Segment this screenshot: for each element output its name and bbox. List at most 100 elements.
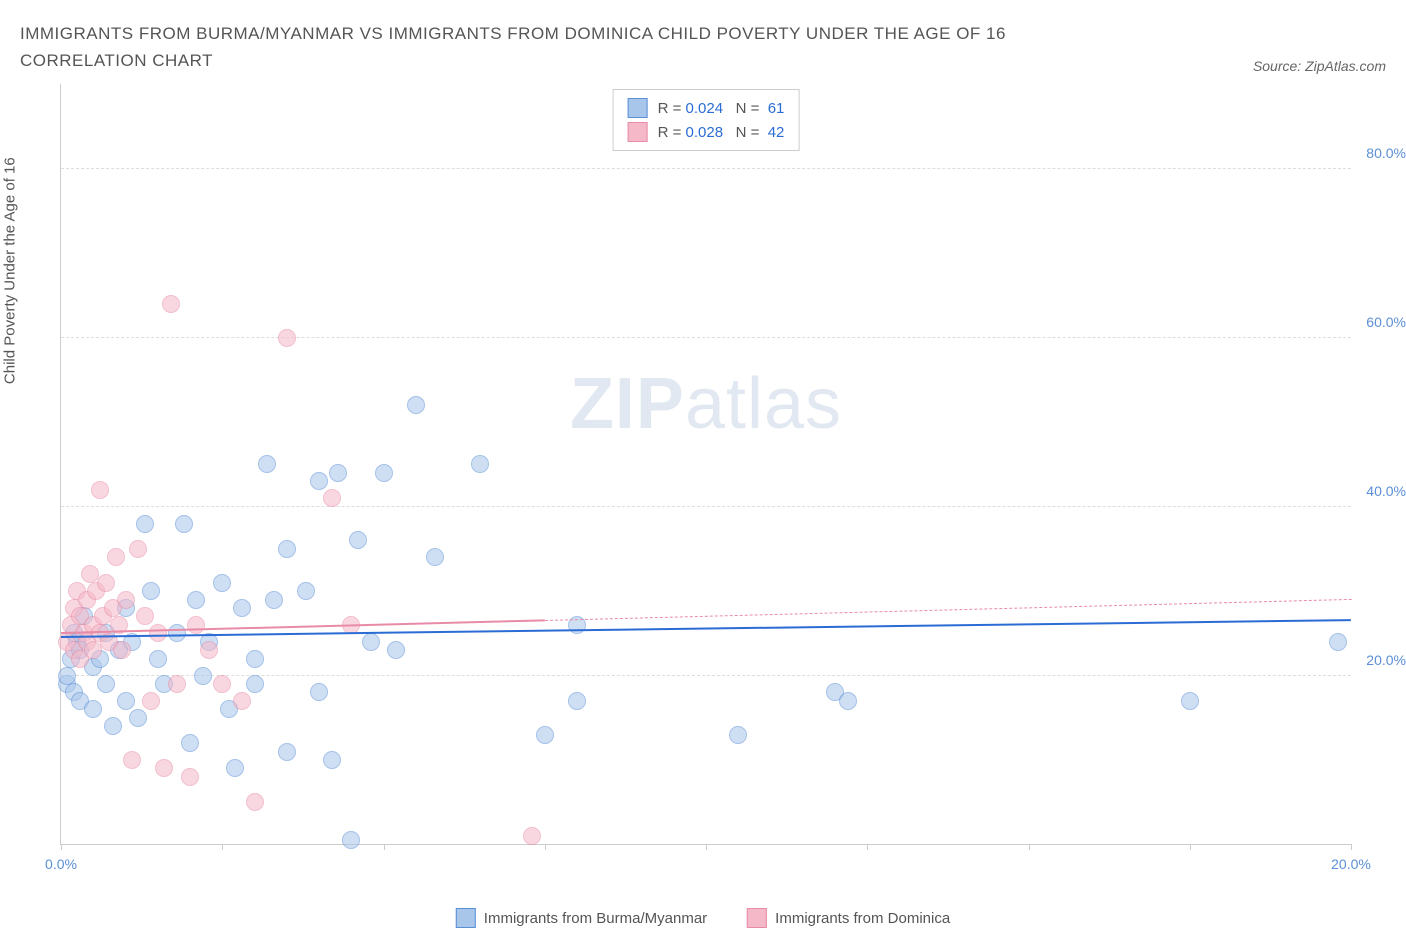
data-point: [1329, 633, 1347, 651]
y-axis-label: Child Poverty Under the Age of 16: [2, 158, 19, 385]
data-point: [246, 675, 264, 693]
data-point: [117, 591, 135, 609]
legend-label: Immigrants from Dominica: [775, 910, 950, 927]
gridline: [61, 506, 1351, 507]
data-point: [129, 709, 147, 727]
series-legend: Immigrants from Burma/Myanmar Immigrants …: [456, 908, 950, 928]
gridline: [61, 168, 1351, 169]
legend-item: Immigrants from Burma/Myanmar: [456, 908, 707, 928]
data-point: [536, 726, 554, 744]
source-label: Source: ZipAtlas.com: [1253, 58, 1386, 74]
data-point: [407, 396, 425, 414]
legend-row: R = 0.024 N = 61: [628, 96, 785, 120]
y-tick-label: 20.0%: [1366, 652, 1406, 668]
x-tick: [61, 844, 62, 850]
data-point: [104, 717, 122, 735]
x-tick: [545, 844, 546, 850]
data-point: [142, 582, 160, 600]
data-point: [142, 692, 160, 710]
data-point: [91, 481, 109, 499]
data-point: [323, 751, 341, 769]
data-point: [426, 548, 444, 566]
data-point: [1181, 692, 1199, 710]
data-point: [362, 633, 380, 651]
data-point: [149, 624, 167, 642]
legend-swatch: [628, 98, 648, 118]
x-tick-label: 20.0%: [1331, 856, 1371, 872]
data-point: [729, 726, 747, 744]
legend-swatch: [747, 908, 767, 928]
chart-container: Child Poverty Under the Age of 16 ZIPatl…: [20, 84, 1386, 894]
data-point: [213, 574, 231, 592]
data-point: [258, 455, 276, 473]
data-point: [310, 683, 328, 701]
data-point: [278, 329, 296, 347]
legend-label: Immigrants from Burma/Myanmar: [484, 910, 707, 927]
x-tick: [1351, 844, 1352, 850]
data-point: [278, 743, 296, 761]
trend-line: [545, 598, 1351, 620]
data-point: [175, 515, 193, 533]
data-point: [471, 455, 489, 473]
legend-row: R = 0.028 N = 42: [628, 120, 785, 144]
data-point: [265, 591, 283, 609]
data-point: [136, 515, 154, 533]
data-point: [233, 692, 251, 710]
legend-r-label: R = 0.028 N = 42: [658, 124, 785, 141]
data-point: [194, 667, 212, 685]
legend-swatch: [456, 908, 476, 928]
data-point: [107, 548, 125, 566]
legend-item: Immigrants from Dominica: [747, 908, 950, 928]
data-point: [213, 675, 231, 693]
data-point: [123, 751, 141, 769]
data-point: [839, 692, 857, 710]
data-point: [375, 464, 393, 482]
data-point: [168, 675, 186, 693]
data-point: [181, 768, 199, 786]
data-point: [323, 489, 341, 507]
data-point: [84, 641, 102, 659]
data-point: [329, 464, 347, 482]
data-point: [200, 641, 218, 659]
x-tick: [222, 844, 223, 850]
chart-title: IMMIGRANTS FROM BURMA/MYANMAR VS IMMIGRA…: [20, 20, 1120, 74]
legend-swatch: [628, 122, 648, 142]
data-point: [246, 650, 264, 668]
data-point: [233, 599, 251, 617]
x-tick: [867, 844, 868, 850]
x-tick: [706, 844, 707, 850]
data-point: [113, 641, 131, 659]
x-tick: [1190, 844, 1191, 850]
data-point: [310, 472, 328, 490]
x-tick-label: 0.0%: [45, 856, 77, 872]
plot-area: ZIPatlas R = 0.024 N = 61 R = 0.028 N = 4…: [60, 84, 1351, 845]
watermark: ZIPatlas: [570, 363, 842, 445]
data-point: [149, 650, 167, 668]
data-point: [155, 759, 173, 777]
data-point: [58, 667, 76, 685]
data-point: [187, 616, 205, 634]
data-point: [187, 591, 205, 609]
data-point: [84, 700, 102, 718]
data-point: [136, 607, 154, 625]
data-point: [387, 641, 405, 659]
data-point: [226, 759, 244, 777]
data-point: [97, 574, 115, 592]
gridline: [61, 337, 1351, 338]
stats-legend: R = 0.024 N = 61 R = 0.028 N = 42: [613, 89, 800, 151]
data-point: [129, 540, 147, 558]
data-point: [349, 531, 367, 549]
x-tick: [1029, 844, 1030, 850]
data-point: [117, 692, 135, 710]
data-point: [278, 540, 296, 558]
y-tick-label: 80.0%: [1366, 145, 1406, 161]
y-tick-label: 40.0%: [1366, 483, 1406, 499]
data-point: [297, 582, 315, 600]
data-point: [246, 793, 264, 811]
legend-r-label: R = 0.024 N = 61: [658, 100, 785, 117]
data-point: [181, 734, 199, 752]
data-point: [168, 624, 186, 642]
data-point: [523, 827, 541, 845]
y-tick-label: 60.0%: [1366, 314, 1406, 330]
x-tick: [384, 844, 385, 850]
